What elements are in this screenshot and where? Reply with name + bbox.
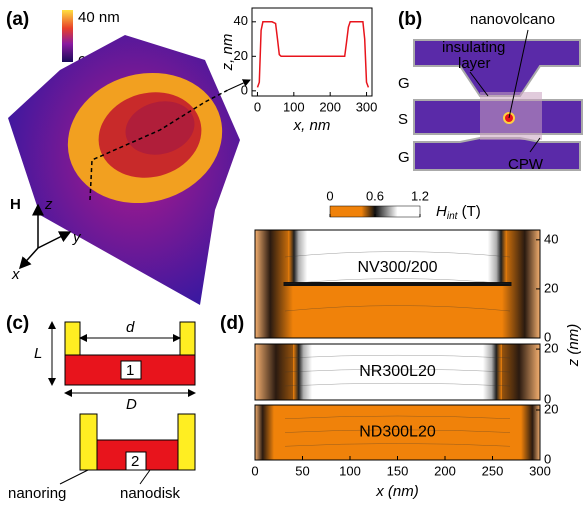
sample-label: ND300L20 (359, 424, 436, 441)
x-tick-label: 300 (356, 99, 378, 114)
x-axis-label: x (nm) (375, 483, 419, 500)
panel-label: (b) (398, 9, 422, 30)
edge (488, 230, 507, 284)
label-nanodisk: nanodisk (120, 485, 181, 502)
label-nanovolcano: nanovolcano (470, 11, 555, 28)
axis-x: x (11, 266, 20, 283)
panel-label: (d) (220, 313, 244, 334)
edge (521, 405, 540, 460)
colorbar-tick-label: 1.2 (411, 188, 429, 203)
colorbar-label-unit: (T) (457, 203, 480, 220)
interface (284, 282, 512, 286)
contour-map (255, 230, 540, 338)
y-tick-label: 40 (544, 231, 558, 246)
label-g: G (398, 149, 410, 166)
x-axis-label: x, nm (293, 117, 331, 134)
figure: (a) 40 nm 0 H z y x (b) nanovolcano insu… (0, 0, 586, 505)
colorbar-tick-label: 0.6 (366, 188, 384, 203)
x-tick-label: 100 (339, 463, 361, 478)
field-label: H (10, 196, 21, 213)
x-tick-label: 0 (254, 99, 261, 114)
label-layer: layer (458, 55, 491, 72)
edge (255, 405, 274, 460)
label-g: G (398, 75, 410, 92)
y-tick-label: 20 (544, 280, 558, 295)
x-tick-label: 200 (319, 99, 341, 114)
label-nanoring: nanoring (8, 485, 66, 502)
y-tick-label: 20 (544, 341, 558, 356)
colorbar-label: Hint (T) (436, 203, 481, 222)
x-tick-label: 0 (251, 463, 258, 478)
colorbar-max: 40 nm (78, 9, 120, 26)
label-insulating: insulating (442, 39, 505, 56)
label-d: d (126, 319, 135, 336)
y-tick-label: 20 (544, 401, 558, 416)
panel-label: (c) (6, 313, 29, 334)
x-tick-label: 150 (387, 463, 409, 478)
sample-label: NR300L20 (359, 363, 436, 380)
x-tick-label: 300 (529, 463, 551, 478)
x-tick-label: 50 (295, 463, 309, 478)
colorbar (62, 10, 73, 62)
structure-1 (52, 322, 195, 393)
edge (483, 344, 502, 400)
sample-label: NV300/200 (357, 259, 437, 276)
colorbar-tick-label: 0 (326, 188, 333, 203)
x-tick-label: 100 (283, 99, 305, 114)
y-axis-label: z (nm) (565, 324, 582, 368)
label-s: S (398, 111, 408, 128)
structure-2 (60, 414, 195, 484)
edge (288, 230, 307, 284)
y-tick-label: 0 (241, 82, 248, 97)
label-L: L (34, 345, 42, 362)
edge (293, 344, 312, 400)
label-2: 2 (131, 453, 139, 470)
axis-z: z (44, 196, 53, 213)
label-cpw: CPW (508, 156, 544, 173)
label-1: 1 (126, 362, 134, 379)
panel-label: (a) (6, 9, 29, 30)
y-tick-label: 40 (234, 13, 248, 28)
x-tick-label: 200 (434, 463, 456, 478)
y-axis-label: z, nm (219, 34, 236, 72)
x-tick-label: 250 (482, 463, 504, 478)
colorbar-label-main: H (436, 203, 447, 220)
label-D: D (126, 396, 137, 413)
